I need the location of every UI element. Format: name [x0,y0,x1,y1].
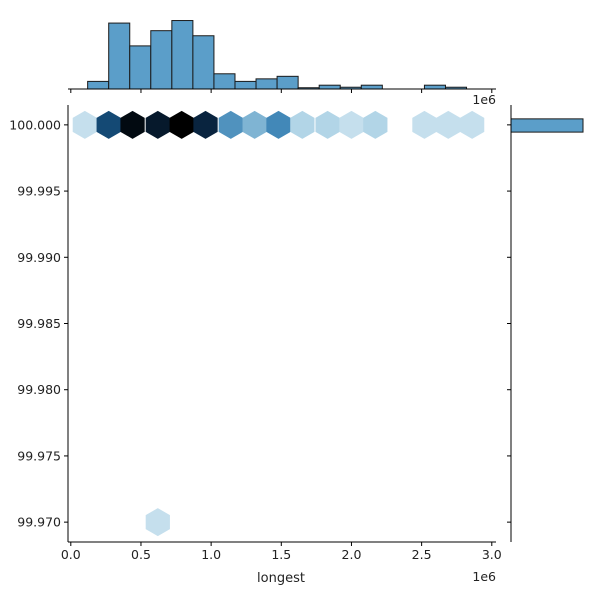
hexbin-cell [436,110,461,139]
marginal-x-bar [171,20,194,90]
hexbin-cell [266,110,291,139]
marginal-x-bar [150,30,173,90]
hexbin-cell [169,110,194,139]
y-tick-label: 99.975 [17,448,61,463]
hexbin-cell [96,110,121,139]
hexbin-cell [460,110,485,139]
y-tick-label: 99.985 [17,316,61,331]
hexbin-cell [72,110,97,139]
hexbin-cell [412,110,437,139]
hexbin-cell [193,110,218,139]
x-tick-label: 3.0 [482,547,502,562]
x-tick-label: 1.0 [201,547,221,562]
x-offset-label-bottom: 1e6 [472,569,496,584]
marginal-y-bar [510,118,584,133]
x-axis-ticks: 0.0 0.5 1.0 1.5 2.0 2.5 3.0 [61,89,502,562]
marginal-x-bar [192,35,215,90]
hexbin-layer [72,110,485,537]
y-tick-label: 99.970 [17,515,61,530]
marginal-x-bar [213,73,236,90]
y-tick-label: 99.990 [17,250,61,265]
y-tick-label: 99.995 [17,184,61,199]
marginal-x-bar [423,84,446,90]
hexbin-cell [242,110,267,139]
y-tick-label: 100.000 [9,117,61,132]
hexbin-cell [145,110,170,139]
marginal-y-histogram [510,105,584,542]
x-tick-label: 2.5 [412,547,432,562]
hexbin-cell [315,110,340,139]
y-axis-ticks: 100.000 99.995 99.990 99.985 99.980 99.975 99.… [9,117,511,530]
marginal-x-bar [255,78,278,90]
marginal-x-bar [234,80,257,90]
hexbin-cell [218,110,243,139]
marginal-x-bar [87,80,110,90]
marginal-x-histogram [68,20,496,90]
y-tick-label: 99.980 [17,382,61,397]
hexbin-cell [290,110,315,139]
hexbin-cell [363,110,388,139]
marginal-x-bar [360,84,383,90]
joint-axes [67,105,496,543]
hexbin-cell [145,508,170,537]
x-tick-label: 2.0 [342,547,362,562]
marginal-x-bar [318,84,341,90]
marginal-x-bar [129,45,152,90]
hexbin-cell [120,110,145,139]
x-axis-title: longest [257,571,305,586]
marginal-x-bar [276,75,299,90]
x-tick-label: 1.5 [271,547,291,562]
x-offset-label-top: 1e6 [472,92,496,107]
hexbin-cell [339,110,364,139]
x-tick-label: 0.5 [131,547,151,562]
marginal-x-bar [108,22,131,90]
x-tick-label: 0.0 [61,547,81,562]
